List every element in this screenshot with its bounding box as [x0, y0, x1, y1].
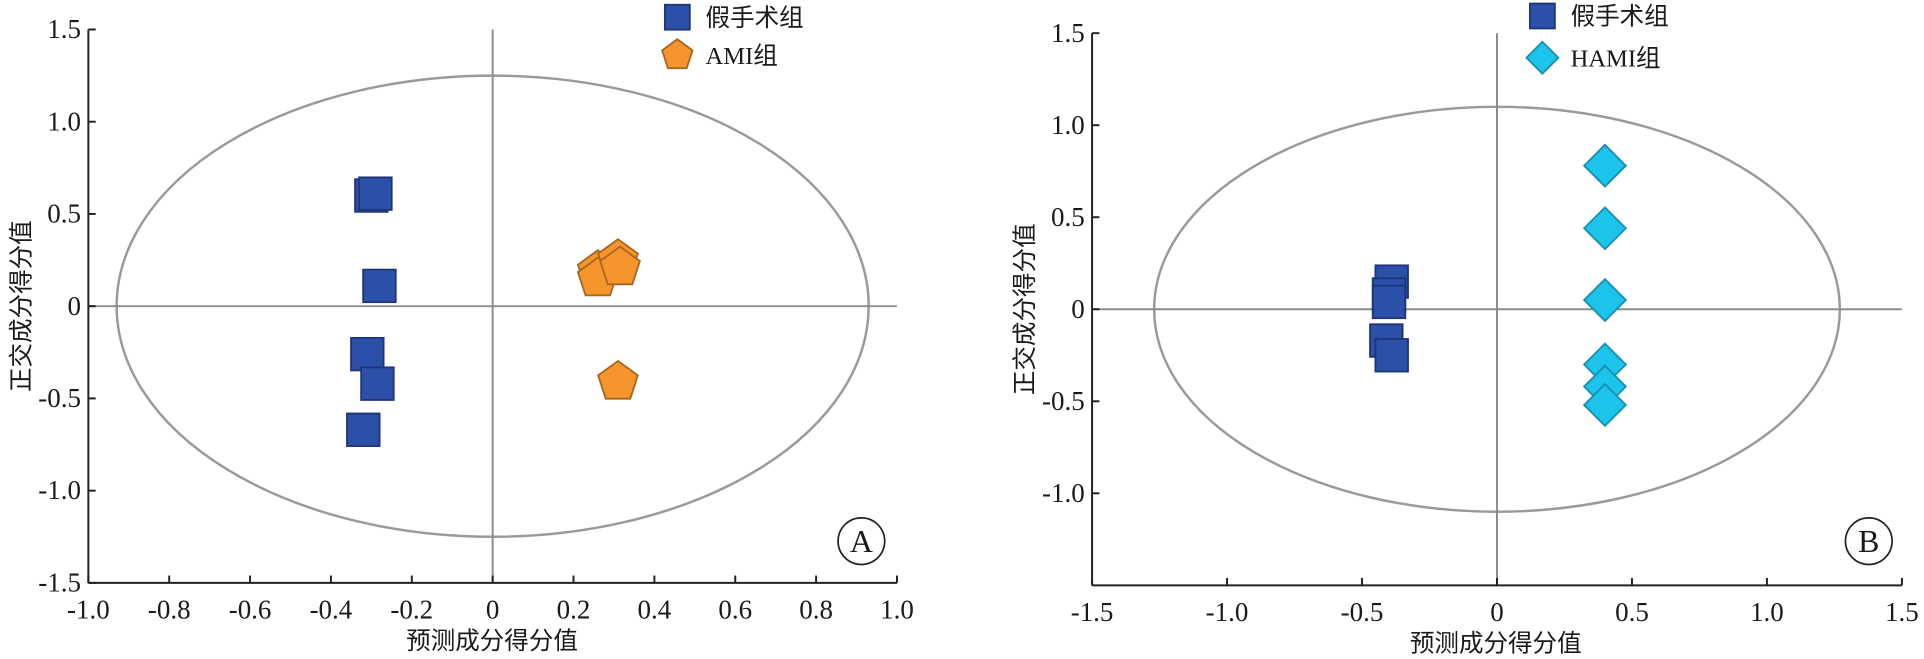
- legend-label: 假手术组: [1571, 3, 1669, 31]
- y-axis-title: 正交成分得分值: [6, 220, 35, 392]
- series-diamond-points: [1582, 143, 1628, 428]
- legend: 假手术组 AMI组: [661, 3, 804, 70]
- x-tick-label: 0: [1490, 597, 1504, 627]
- legend-marker-square: [663, 3, 691, 31]
- data-point-diamond: [1582, 143, 1628, 188]
- legend-label: 假手术组: [706, 4, 804, 32]
- y-tick-label: -0.5: [38, 383, 81, 413]
- x-tick-label: -0.2: [390, 594, 433, 624]
- chart-panel-0: -1.0 -0.8 -0.6 -0.4 -0.2 0 0.2 0.4 0.6 0.8 1.0 1.5 1…: [6, 4, 913, 655]
- legend-label: HAMI组: [1571, 44, 1661, 72]
- x-tick-label: 1.0: [880, 594, 914, 624]
- x-tick-label: 0.8: [799, 594, 833, 624]
- x-tick-label: 0.6: [718, 594, 752, 624]
- y-tick-label: 0.5: [1051, 202, 1085, 232]
- x-tick-label: 0: [486, 594, 500, 624]
- series-square-points: [346, 176, 397, 447]
- panel-badge-circle: [1844, 516, 1893, 566]
- y-tick-label: -1.0: [38, 475, 81, 505]
- data-point-square: [358, 176, 393, 211]
- data-point-diamond: [1582, 206, 1628, 251]
- x-tick-label: 0.5: [1615, 597, 1649, 627]
- x-tick-label: 0.2: [557, 594, 591, 624]
- x-tick-label: -0.4: [310, 594, 353, 624]
- x-tick-label: -1.5: [1071, 597, 1114, 627]
- x-tick-label: 1.5: [1885, 597, 1919, 627]
- x-tick-label: -1.0: [67, 594, 110, 624]
- x-tick-label: -0.8: [148, 594, 191, 624]
- data-point-diamond: [1582, 382, 1628, 428]
- y-axis-title: 正交成分得分值: [1010, 223, 1039, 395]
- data-point-diamond: [1582, 277, 1628, 323]
- data-point-square: [1374, 338, 1409, 373]
- panel-label: A: [850, 524, 873, 559]
- data-point-pentagon: [599, 245, 641, 286]
- data-point-square: [350, 336, 385, 372]
- x-tick-label: 0.4: [638, 594, 672, 624]
- y-tick-label: 0: [1071, 294, 1085, 324]
- legend-marker-pentagon: [661, 38, 694, 70]
- series-pentagon-points: [576, 238, 641, 400]
- data-point-square: [362, 268, 397, 304]
- x-tick-label: -1.0: [1206, 597, 1249, 627]
- x-tick-label: 1.0: [1750, 597, 1784, 627]
- y-tick-label: -1.0: [1042, 478, 1085, 508]
- legend-label: AMI组: [706, 42, 778, 70]
- panel-badge-circle: [837, 516, 886, 566]
- y-tick-label: -1.5: [38, 567, 81, 597]
- chart-panel-1: -1.5 -1.0 -0.5 0 0.5 1.0 1.5 1.5 1.0 0.5 0 -0.5 -1.0…: [1010, 3, 1919, 658]
- data-point-square: [360, 366, 395, 401]
- y-tick-label: 0: [67, 291, 81, 321]
- x-tick-label: -0.6: [229, 594, 272, 624]
- x-axis-title: 预测成分得分值: [406, 626, 578, 655]
- y-tick-label: 1.5: [47, 14, 81, 44]
- x-tick-label: -0.5: [1341, 597, 1384, 627]
- data-point-square: [346, 412, 381, 447]
- y-tick-label: -0.5: [1042, 386, 1085, 416]
- y-tick-label: 1.0: [1051, 110, 1085, 140]
- data-point-square: [1371, 284, 1407, 320]
- legend-marker-diamond: [1525, 40, 1560, 75]
- panel-label: B: [1858, 524, 1879, 559]
- data-point-pentagon: [597, 359, 639, 400]
- y-tick-label: 0.5: [47, 199, 81, 229]
- y-tick-label: 1.5: [1051, 18, 1085, 48]
- series-square-points: [1369, 264, 1409, 373]
- legend: 假手术组 HAMI组: [1525, 2, 1669, 75]
- x-axis-title: 预测成分得分值: [1410, 629, 1582, 658]
- y-tick-label: 1.0: [47, 106, 81, 136]
- legend-marker-square: [1529, 2, 1556, 30]
